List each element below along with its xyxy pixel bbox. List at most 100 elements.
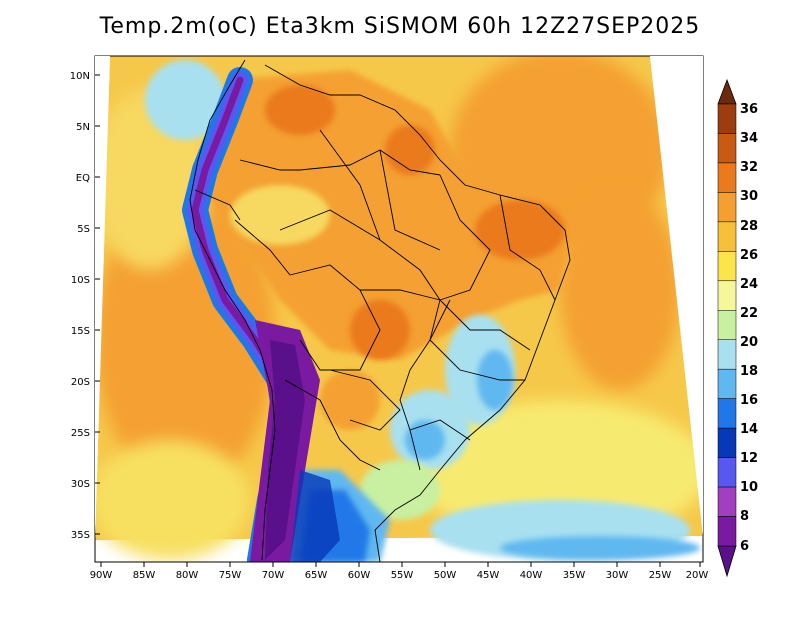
border-peru	[234, 219, 291, 276]
border-brazil-west	[319, 129, 441, 471]
border-brazil-states-2	[499, 194, 556, 301]
lon-label-30w: 30W	[606, 570, 629, 581]
colorbar-label-18: 18	[740, 364, 758, 379]
domain-corner-right	[650, 56, 703, 536]
map-title: Temp.2m(oC) Eta3km SiSMOM 60h 12Z27SEP20…	[99, 14, 701, 39]
lon-label-80w: 80W	[176, 570, 199, 581]
border-brazil-states-4	[429, 339, 525, 381]
colorbar-cell	[717, 457, 737, 488]
border-brazil-states-3	[439, 299, 531, 351]
colorbar-cell	[717, 427, 737, 458]
colorbar-label-36: 36	[740, 102, 758, 117]
lon-label-60w: 60W	[348, 570, 371, 581]
northeast-hot	[475, 200, 565, 260]
border-bolivia	[289, 264, 381, 371]
colorbar-cell	[717, 339, 737, 370]
colorbar-label-6: 6	[740, 539, 749, 554]
south-pacific-mild	[95, 440, 250, 560]
country-borders	[189, 59, 571, 563]
colorbar-cell	[717, 251, 737, 282]
border-amazon-states	[279, 209, 381, 241]
lat-label-30s: 30S	[71, 479, 90, 490]
colorbar-cells	[717, 103, 737, 547]
colorbar-label-24: 24	[740, 277, 758, 292]
lon-label-20w: 20W	[686, 570, 709, 581]
colorbar-bottom-arrow	[717, 545, 737, 578]
border-mato-grosso	[360, 289, 441, 301]
colorbar-cell	[717, 133, 737, 164]
lat-label-35s: 35S	[71, 530, 90, 541]
atlantic-mid-warm	[560, 190, 680, 390]
lon-axis: 90W 85W 80W 75W 70W 65W 60W 55W 50W 45W …	[90, 562, 709, 581]
lat-label-10s: 10S	[71, 275, 90, 286]
southeast-colder	[477, 350, 513, 410]
border-goias	[429, 299, 451, 341]
coastline-pacific	[189, 59, 276, 561]
lat-label-10n: 10N	[70, 71, 90, 82]
colorbar-cell	[717, 280, 737, 311]
border-para	[379, 149, 441, 251]
lon-label-65w: 65W	[305, 570, 328, 581]
lon-label-90w: 90W	[90, 570, 113, 581]
colorbar: 36 34 32 30 28 26 24 22 20 18 16 14 12 1…	[717, 78, 758, 578]
colorbar-label-34: 34	[740, 131, 758, 146]
colorbar-label-12: 12	[740, 451, 758, 466]
lon-label-45w: 45W	[477, 570, 500, 581]
venezuela-hot	[265, 85, 335, 135]
lat-label-25s: 25S	[71, 428, 90, 439]
colorbar-cell	[717, 310, 737, 340]
lon-label-35w: 35W	[563, 570, 586, 581]
border-paraguay	[329, 369, 401, 431]
altiplano-coldest	[265, 340, 305, 560]
colorbar-cell	[717, 516, 737, 547]
colorbar-label-16: 16	[740, 393, 758, 408]
colorbar-label-30: 30	[740, 189, 758, 204]
colorbar-label-14: 14	[740, 422, 758, 437]
lon-label-50w: 50W	[434, 570, 457, 581]
amazon-mild	[230, 185, 330, 245]
lon-label-40w: 40W	[520, 570, 543, 581]
lon-label-70w: 70W	[262, 570, 285, 581]
continent-warm	[210, 70, 570, 360]
colorbar-label-8: 8	[740, 509, 749, 524]
colorbar-cell	[717, 162, 737, 193]
colorbar-top-arrow	[717, 78, 737, 105]
colorbar-cell	[717, 192, 737, 223]
border-argentina-chile	[284, 379, 381, 471]
north-hot	[385, 125, 435, 175]
temperature-field	[95, 56, 703, 562]
colorbar-cell	[717, 398, 737, 429]
colorbar-label-28: 28	[740, 219, 758, 234]
border-brazil-states-1	[439, 174, 491, 301]
uruguay-mild	[360, 460, 440, 520]
lon-label-85w: 85W	[133, 570, 156, 581]
lat-label-5s: 5S	[77, 224, 90, 235]
lon-label-25w: 25W	[649, 570, 672, 581]
border-colombia	[239, 159, 300, 171]
lon-label-75w: 75W	[219, 570, 242, 581]
colorbar-label-26: 26	[740, 248, 758, 263]
border-ecuador	[194, 189, 241, 221]
colorbar-label-22: 22	[740, 306, 758, 321]
colorbar-label-32: 32	[740, 160, 758, 175]
lat-axis: 10N 5N EQ 5S 10S 15S 20S 25S 30S 35S	[70, 71, 100, 541]
andes-south-cold	[290, 470, 340, 562]
caribbean-cool	[145, 60, 225, 140]
lat-label-eq: EQ	[76, 173, 90, 184]
south-atlantic-cold	[500, 536, 700, 560]
lat-label-15s: 15S	[71, 326, 90, 337]
colorbar-cell	[717, 486, 737, 517]
south-brazil-colder	[405, 420, 445, 460]
colorbar-label-10: 10	[740, 480, 758, 495]
border-brazil-states-5	[409, 419, 471, 441]
colorbar-label-20: 20	[740, 335, 758, 350]
chaco-hot	[320, 370, 380, 430]
colorbar-cell	[717, 368, 737, 399]
lon-label-55w: 55W	[391, 570, 414, 581]
colorbar-cell	[717, 221, 737, 252]
lat-label-20s: 20S	[71, 377, 90, 388]
colorbar-cell	[717, 103, 737, 134]
coastline-atlantic	[264, 64, 571, 563]
lat-label-5n: 5N	[76, 122, 90, 133]
